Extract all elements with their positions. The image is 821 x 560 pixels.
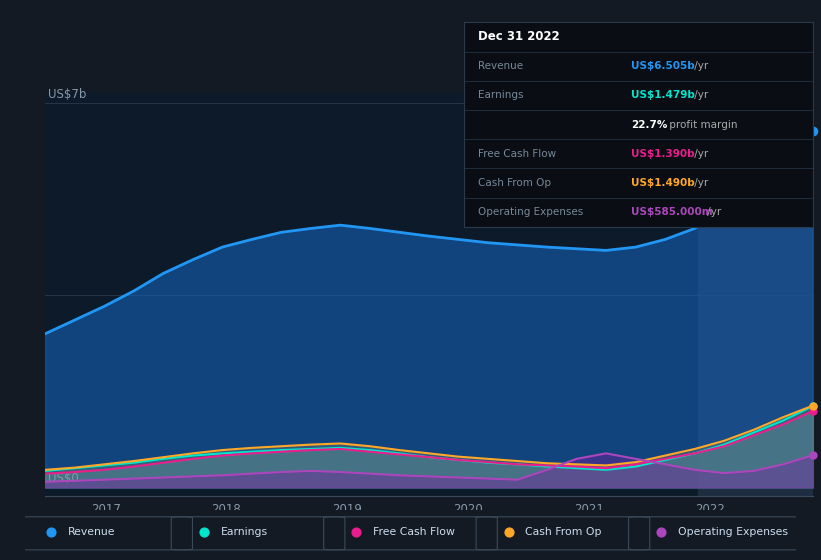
Text: US$0: US$0 [48,472,78,484]
Text: /yr: /yr [691,90,709,100]
Point [806,407,819,416]
Text: Operating Expenses: Operating Expenses [478,207,583,217]
Point [197,528,210,536]
Point [806,402,819,410]
Text: profit margin: profit margin [667,120,738,129]
Point [806,451,819,460]
Text: Earnings: Earnings [221,527,268,537]
Text: US$585.000m: US$585.000m [631,207,713,217]
Text: Free Cash Flow: Free Cash Flow [373,527,455,537]
Text: US$1.390b: US$1.390b [631,149,695,159]
Text: US$1.479b: US$1.479b [631,90,695,100]
Text: Dec 31 2022: Dec 31 2022 [478,30,560,44]
Text: Cash From Op: Cash From Op [525,527,602,537]
Bar [698,92,819,496]
Text: Free Cash Flow: Free Cash Flow [478,149,556,159]
Text: /yr: /yr [704,207,721,217]
Text: Cash From Op: Cash From Op [478,178,551,188]
Point [350,528,363,536]
Point [502,528,515,536]
Text: US$1.490b: US$1.490b [631,178,695,188]
Text: Earnings: Earnings [478,90,523,100]
Point [806,127,819,136]
Text: 22.7%: 22.7% [631,120,667,129]
Text: /yr: /yr [691,178,709,188]
Text: Operating Expenses: Operating Expenses [678,527,788,537]
Point [806,401,819,410]
Text: Revenue: Revenue [478,61,523,71]
Text: US$6.505b: US$6.505b [631,61,695,71]
Point [44,528,57,536]
Text: US$7b: US$7b [48,87,86,101]
Text: Revenue: Revenue [68,527,116,537]
Text: /yr: /yr [691,149,709,159]
Text: /yr: /yr [691,61,709,71]
Point [654,528,667,536]
